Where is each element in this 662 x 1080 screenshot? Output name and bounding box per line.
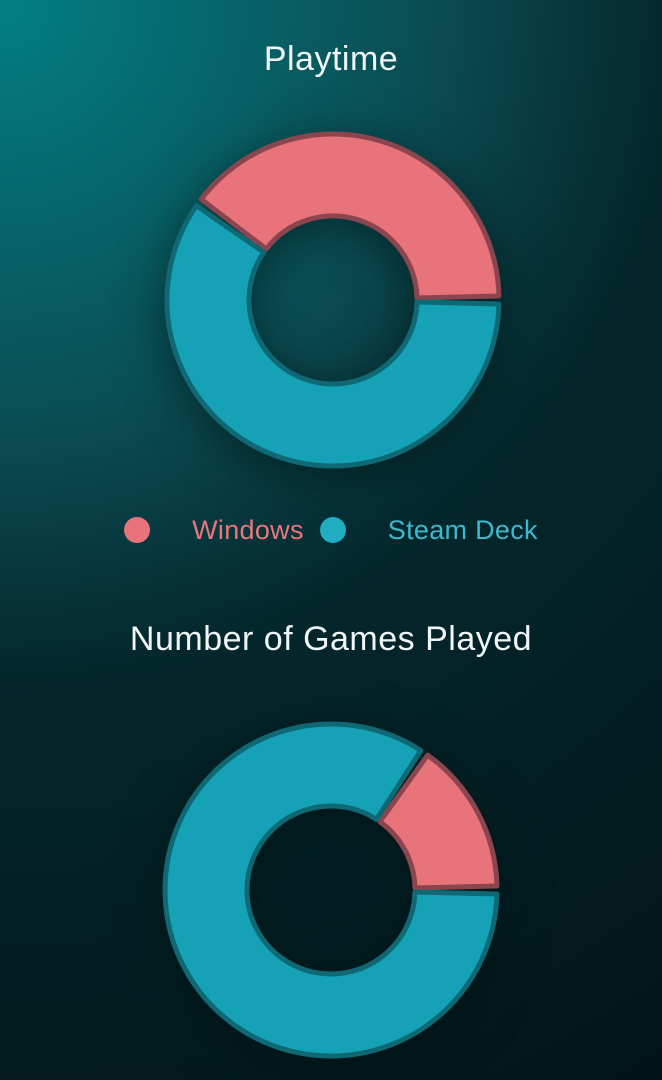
- windows-legend-label: Windows: [192, 514, 304, 545]
- legend-item-windows: Windows: [124, 515, 304, 546]
- playtime-slice-steam-deck: [164, 203, 502, 469]
- playtime-chart-title: Playtime: [263, 40, 399, 78]
- games-played-donut-chart: [162, 721, 500, 1059]
- legend-item-steam-deck: Steam Deck: [319, 514, 538, 546]
- chart-legend: Windows Steam Deck: [0, 510, 662, 550]
- steam-deck-legend-dot-icon: [319, 517, 346, 543]
- number-of-games-played-slice-windows: [377, 752, 500, 891]
- windows-legend-dot-icon: [124, 517, 151, 543]
- games-played-chart-title: Number of Games Played: [129, 620, 533, 658]
- number-of-games-played-slice-steam-deck: [162, 721, 500, 1059]
- playtime-slice-windows: [198, 131, 502, 301]
- playtime-donut-chart: [164, 131, 502, 469]
- steam-deck-legend-label: Steam Deck: [387, 514, 538, 545]
